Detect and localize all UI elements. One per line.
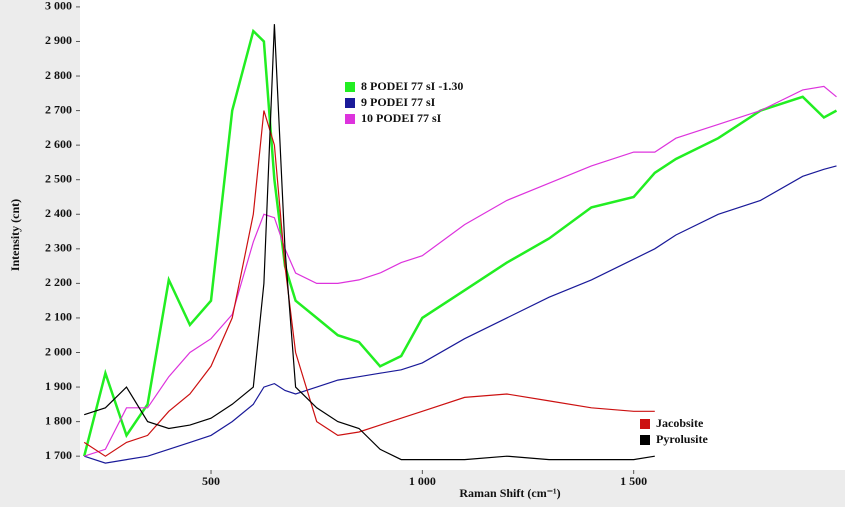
y-tick-label: 2 800 (45, 68, 72, 82)
y-tick-label: 2 200 (45, 275, 72, 289)
x-tick-label: 500 (202, 474, 220, 488)
y-tick-label: 2 700 (45, 102, 72, 116)
x-axis-label: Raman Shift (cm⁻¹) (459, 486, 560, 500)
x-tick-label: 1 000 (409, 474, 436, 488)
y-tick-label: 2 000 (45, 344, 72, 358)
y-tick-label: 2 500 (45, 171, 72, 185)
series-line (84, 24, 655, 461)
legend-label: Pyrolusite (656, 432, 708, 446)
series-line (83, 110, 655, 457)
series-line (82, 28, 838, 457)
y-tick-label: 3 000 (45, 0, 72, 13)
legend-swatch (345, 114, 355, 124)
series-line (84, 85, 837, 457)
legend-label: Jacobsite (656, 416, 704, 430)
series-line (84, 165, 837, 464)
y-axis-band (0, 0, 80, 507)
legend-label: 9 PODEI 77 sI (361, 95, 436, 109)
y-tick-label: 2 600 (45, 137, 72, 151)
legend-swatch (640, 419, 650, 429)
y-tick-label: 1 700 (45, 448, 72, 462)
y-tick-label: 2 900 (45, 33, 72, 47)
legend-swatch (640, 435, 650, 445)
x-tick-label: 1 500 (620, 474, 647, 488)
legend-swatch (345, 98, 355, 108)
legend-swatch (345, 82, 355, 92)
y-axis-label: Intensity (cnt) (8, 199, 22, 271)
legend-label: 8 PODEI 77 sI -1.30 (361, 79, 463, 93)
y-tick-label: 2 400 (45, 206, 72, 220)
y-tick-label: 1 900 (45, 379, 72, 393)
y-tick-label: 2 300 (45, 241, 72, 255)
y-tick-label: 2 100 (45, 310, 72, 324)
y-tick-label: 1 800 (45, 413, 72, 427)
legend-label: 10 PODEI 77 sI (361, 111, 442, 125)
x-axis-band (0, 470, 845, 507)
